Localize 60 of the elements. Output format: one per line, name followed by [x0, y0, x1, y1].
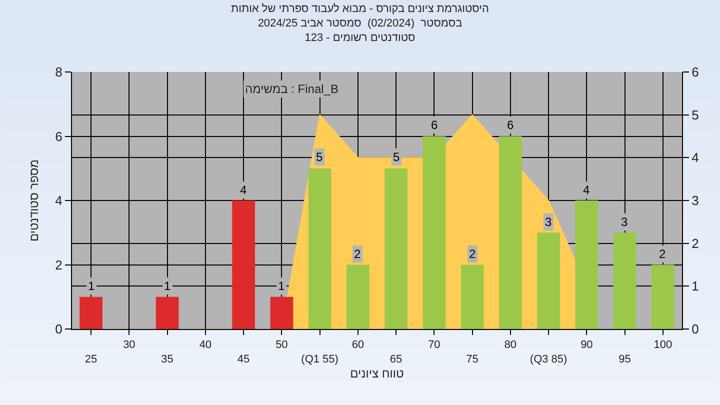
y-tick-label: 4 [55, 193, 62, 208]
x-tick-label: 30 [123, 339, 136, 352]
x-tick-label: 35 [161, 354, 174, 366]
y-tick-label: 6 [55, 128, 62, 144]
y-axis-title: מספר סטודנטים [27, 159, 41, 242]
data-label: 4 [583, 183, 590, 197]
data-label: 5 [316, 150, 323, 164]
data-label: 2 [354, 247, 361, 261]
x-tick-label: 75 [466, 354, 478, 366]
bar [652, 264, 674, 329]
bar [346, 264, 370, 329]
x-tick-label: 80 [504, 339, 517, 352]
chart-title: היסטוגרמת ציונים בקורס - מבוא לעבוד ספרתי של אותות בסמסטר (02/2024) סמסטר אביב 2024/25 סטודנטים רשומים - 123 [231, 3, 489, 44]
x-tick-label: 60 [352, 339, 364, 352]
data-label: 1 [164, 279, 171, 293]
bar [422, 136, 446, 329]
data-label: 3 [621, 215, 628, 229]
data-label: 4 [240, 183, 247, 197]
x-tick-label: (Q3 85) [530, 354, 568, 366]
bar [270, 296, 294, 329]
data-label: 6 [507, 118, 514, 132]
x-tick-label: 70 [428, 339, 440, 352]
bar [232, 200, 255, 329]
data-label: 3 [545, 215, 552, 229]
x-tick-label: 45 [237, 354, 250, 366]
bar [80, 296, 102, 329]
y2-tick-label: 2 [692, 236, 699, 251]
data-label: 1 [88, 279, 95, 293]
bar [460, 264, 484, 329]
x-tick-label: 65 [390, 354, 402, 366]
y2-tick-label: 4 [692, 150, 699, 166]
data-label: 2 [659, 247, 666, 261]
bar [613, 232, 636, 329]
x-tick-label: 95 [618, 354, 631, 366]
x-tick-label: 50 [276, 339, 288, 352]
x-tick-label: 90 [580, 339, 593, 352]
data-label: 6 [431, 118, 438, 132]
bar [156, 296, 179, 329]
y-tick-label: 8 [55, 64, 62, 80]
bar [384, 168, 408, 329]
bar [537, 232, 560, 329]
y2-tick-label: 5 [692, 107, 699, 122]
y-tick-label: 2 [55, 257, 62, 272]
y2-tick-label: 0 [692, 322, 699, 337]
data-label: 2 [469, 247, 476, 261]
y2-tick-label: 1 [692, 278, 699, 294]
x-tick-label: 40 [199, 339, 212, 352]
bar [308, 168, 332, 329]
bar [575, 200, 598, 329]
data-label: 1 [278, 279, 285, 293]
x-tick-label: 100 [654, 339, 672, 352]
bar [499, 136, 522, 329]
x-axis-title: טווח ציונים [350, 366, 404, 380]
y2-tick-label: 3 [692, 193, 699, 208]
x-tick-label: 25 [84, 354, 98, 366]
x-tick-label: (Q1 55) [301, 354, 338, 366]
y-tick-label: 0 [55, 322, 62, 337]
annotation: במשימה : Final_B [245, 82, 338, 96]
data-label: 5 [393, 150, 400, 164]
y2-tick-label: 6 [692, 64, 699, 80]
